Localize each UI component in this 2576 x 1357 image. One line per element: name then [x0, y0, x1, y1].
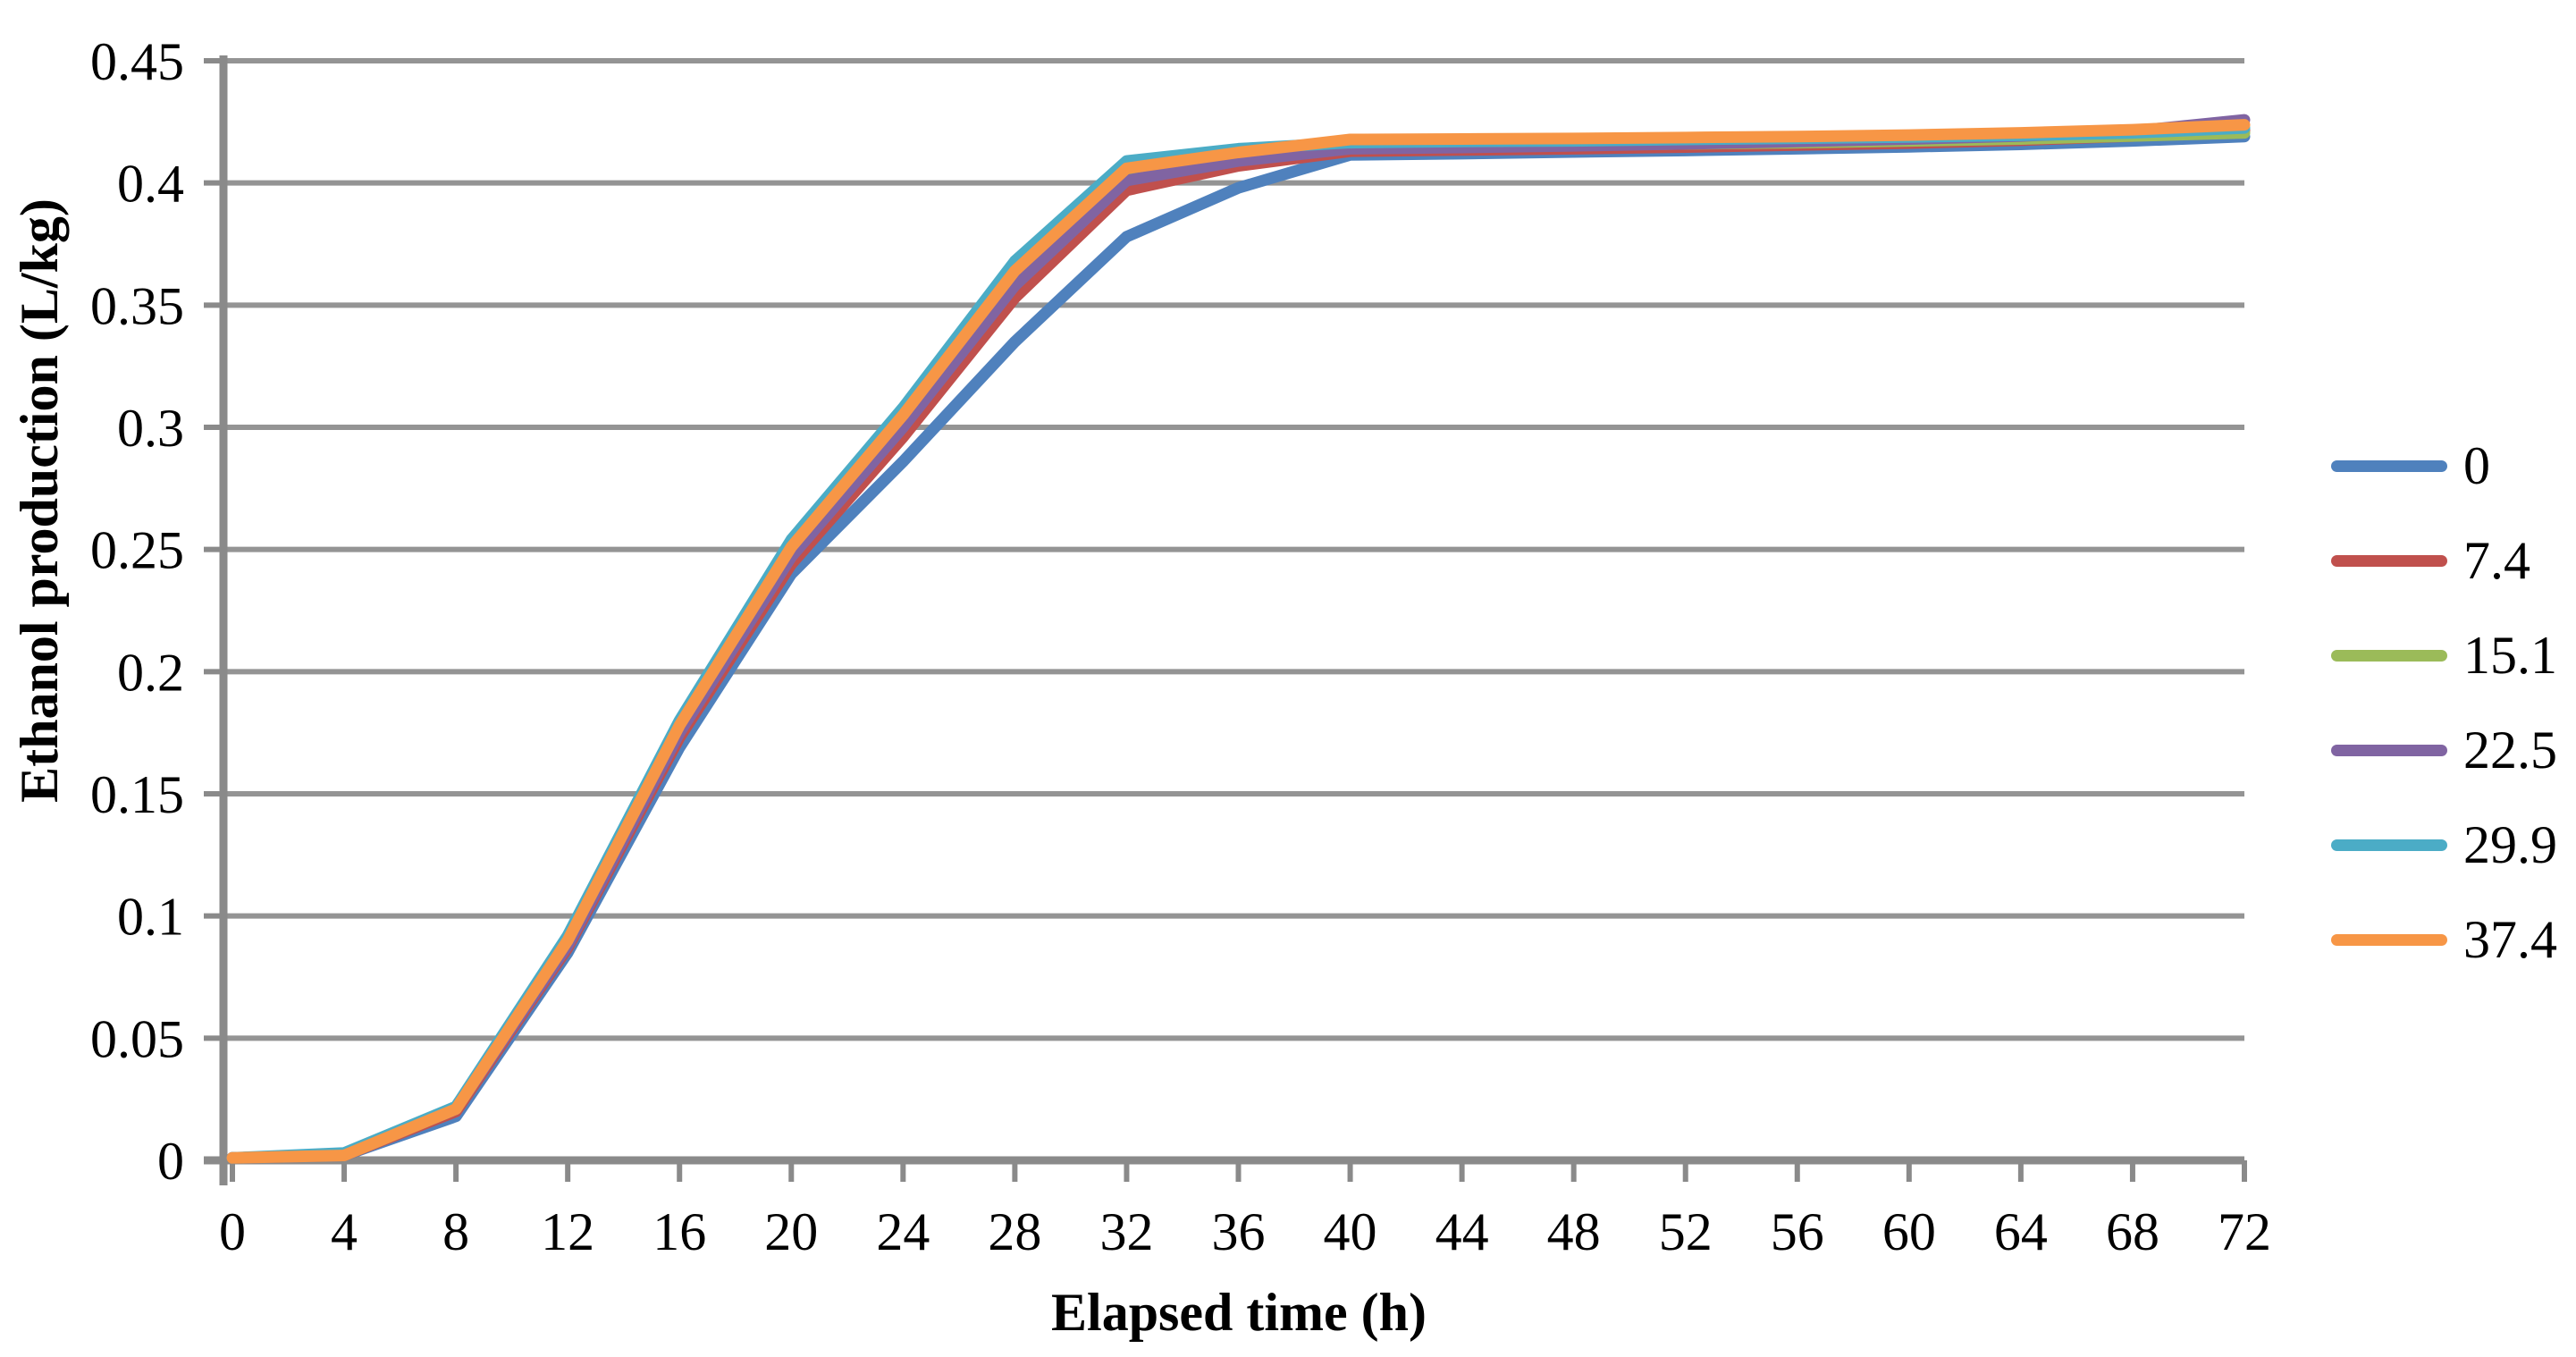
y-tick-label: 0.05 [90, 1009, 184, 1068]
y-tick-label: 0.35 [90, 276, 184, 335]
y-tick-label: 0.2 [117, 643, 184, 702]
legend-swatch [2331, 933, 2447, 946]
legend-row: 29.9 [2331, 797, 2557, 892]
legend-swatch [2331, 839, 2447, 851]
y-tick-label: 0.4 [117, 155, 184, 214]
legend-label: 0 [2463, 436, 2490, 495]
legend-row: 37.4 [2331, 892, 2557, 987]
x-tick-label: 60 [1882, 1202, 1936, 1261]
y-axis-title: Ethanol production (L/kg) [10, 198, 69, 803]
legend-label: 22.5 [2463, 721, 2557, 780]
legend-label: 37.4 [2463, 910, 2557, 969]
legend-label: 7.4 [2463, 531, 2530, 590]
x-tick-label: 20 [764, 1202, 818, 1261]
x-axis-title: Elapsed time (h) [1051, 1283, 1427, 1342]
legend: 0 7.4 15.1 22.5 29.9 37.4 [2331, 418, 2557, 987]
legend-row: 15.1 [2331, 608, 2557, 703]
legend-row: 7.4 [2331, 513, 2557, 608]
x-tick-label: 48 [1547, 1202, 1601, 1261]
x-tick-label: 4 [331, 1202, 358, 1261]
x-tick-label: 72 [2218, 1202, 2271, 1261]
y-tick-label: 0.3 [117, 399, 184, 458]
y-tick-label: 0.25 [90, 521, 184, 580]
y-tick-label: 0.45 [90, 32, 184, 91]
legend-label: 15.1 [2463, 626, 2557, 685]
x-tick-label: 12 [541, 1202, 594, 1261]
legend-swatch [2331, 649, 2447, 662]
series-line-22.5 [226, 114, 2251, 1164]
y-tick-label: 0 [157, 1132, 184, 1191]
legend-swatch [2331, 744, 2447, 756]
y-tick-label: 0.15 [90, 765, 184, 824]
x-tick-label: 0 [219, 1202, 246, 1261]
legend-swatch [2331, 459, 2447, 472]
x-tick-label: 28 [988, 1202, 1041, 1261]
legend-row: 22.5 [2331, 703, 2557, 797]
legend-swatch [2331, 554, 2447, 567]
series-line-37.4 [226, 119, 2251, 1164]
x-tick-label: 68 [2106, 1202, 2159, 1261]
x-tick-label: 36 [1212, 1202, 1266, 1261]
x-tick-label: 40 [1324, 1202, 1377, 1261]
x-tick-label: 52 [1659, 1202, 1713, 1261]
x-tick-label: 8 [442, 1202, 469, 1261]
x-tick-label: 24 [876, 1202, 930, 1261]
x-tick-label: 32 [1099, 1202, 1153, 1261]
x-tick-label: 56 [1771, 1202, 1824, 1261]
y-tick-label: 0.1 [117, 888, 184, 947]
x-tick-label: 44 [1435, 1202, 1489, 1261]
legend-label: 29.9 [2463, 815, 2557, 874]
x-tick-label: 64 [1994, 1202, 2048, 1261]
x-tick-label: 16 [652, 1202, 706, 1261]
legend-row: 0 [2331, 418, 2557, 513]
